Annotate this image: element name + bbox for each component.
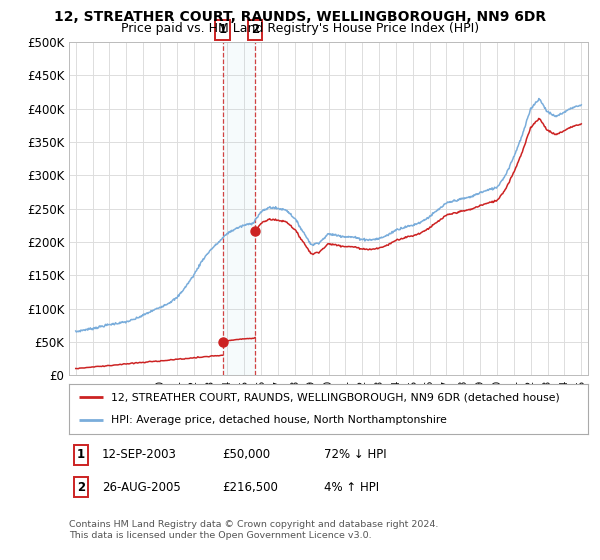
Text: Price paid vs. HM Land Registry's House Price Index (HPI): Price paid vs. HM Land Registry's House … — [121, 22, 479, 35]
Text: 12, STREATHER COURT, RAUNDS, WELLINGBOROUGH, NN9 6DR: 12, STREATHER COURT, RAUNDS, WELLINGBORO… — [54, 10, 546, 24]
Text: 12, STREATHER COURT, RAUNDS, WELLINGBOROUGH, NN9 6DR (detached house): 12, STREATHER COURT, RAUNDS, WELLINGBORO… — [110, 392, 559, 402]
Text: Contains HM Land Registry data © Crown copyright and database right 2024.
This d: Contains HM Land Registry data © Crown c… — [69, 520, 439, 540]
Text: 26-AUG-2005: 26-AUG-2005 — [102, 480, 181, 494]
Text: 1: 1 — [77, 448, 85, 461]
Text: 2: 2 — [251, 24, 259, 36]
Text: £50,000: £50,000 — [222, 448, 270, 461]
Text: HPI: Average price, detached house, North Northamptonshire: HPI: Average price, detached house, Nort… — [110, 416, 446, 426]
Text: 72% ↓ HPI: 72% ↓ HPI — [324, 448, 386, 461]
Text: £216,500: £216,500 — [222, 480, 278, 494]
Text: 1: 1 — [218, 24, 227, 36]
Text: 12-SEP-2003: 12-SEP-2003 — [102, 448, 177, 461]
Text: 4% ↑ HPI: 4% ↑ HPI — [324, 480, 379, 494]
Bar — [223, 42, 255, 375]
Text: 2: 2 — [77, 480, 85, 494]
